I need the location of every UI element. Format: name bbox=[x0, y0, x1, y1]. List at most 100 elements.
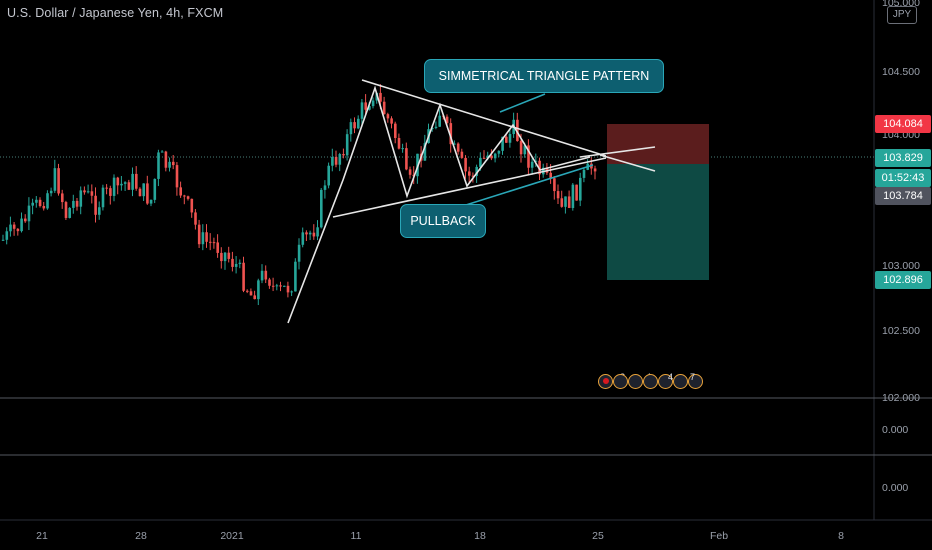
indicator-label: 0.000 bbox=[882, 424, 909, 436]
candle-body bbox=[456, 143, 460, 152]
candle-body bbox=[164, 151, 168, 168]
candle-body bbox=[142, 183, 145, 197]
triangle-drawing[interactable] bbox=[287, 79, 656, 324]
take-profit-zone[interactable] bbox=[607, 164, 709, 280]
candle-body bbox=[42, 205, 46, 209]
pullback-callout-pointer bbox=[449, 164, 594, 211]
candle-body bbox=[493, 153, 497, 159]
candle-body bbox=[72, 200, 75, 208]
candle-body bbox=[275, 285, 279, 287]
candle-body bbox=[127, 182, 131, 190]
candle-body bbox=[57, 168, 60, 194]
candle-body bbox=[519, 141, 523, 155]
candle-body bbox=[508, 134, 512, 143]
candle-body bbox=[530, 161, 534, 168]
candle-body bbox=[16, 228, 20, 232]
candle-body bbox=[301, 232, 305, 245]
candle-body bbox=[471, 175, 475, 177]
candle-body bbox=[501, 136, 504, 151]
time-label: 8 bbox=[838, 530, 844, 542]
candle-body bbox=[209, 241, 212, 243]
event-count: 7 bbox=[690, 372, 696, 382]
price-label: 104.500 bbox=[882, 66, 920, 78]
candle-body bbox=[475, 166, 478, 176]
candle-body bbox=[20, 218, 23, 232]
currency-label[interactable]: JPY bbox=[887, 6, 917, 24]
candle-body bbox=[116, 177, 120, 186]
candle-body bbox=[227, 252, 231, 259]
candle-body bbox=[423, 143, 427, 161]
candle-body bbox=[286, 285, 290, 293]
candle-body bbox=[386, 114, 390, 119]
candle-body bbox=[294, 261, 297, 292]
us-flag-icon[interactable] bbox=[643, 374, 658, 389]
candle-body bbox=[205, 232, 208, 242]
candle-body bbox=[338, 154, 342, 165]
candle-body bbox=[449, 123, 453, 145]
candle-body bbox=[342, 154, 345, 156]
candle-body bbox=[98, 207, 101, 215]
candle-body bbox=[190, 198, 194, 213]
candle-body bbox=[468, 171, 471, 176]
candle-body bbox=[201, 232, 205, 245]
candle-body bbox=[364, 102, 367, 110]
candle-body bbox=[464, 157, 467, 172]
candle-body bbox=[534, 160, 538, 162]
candle-body bbox=[560, 198, 564, 207]
candle-body bbox=[94, 195, 97, 215]
candle-body bbox=[579, 177, 582, 201]
us-flag-icon[interactable] bbox=[658, 374, 673, 389]
candle-body bbox=[186, 196, 190, 199]
candle-body bbox=[160, 151, 164, 153]
candle-body bbox=[438, 115, 441, 127]
candle-body bbox=[582, 169, 586, 178]
candle-body bbox=[279, 285, 282, 287]
candle-body bbox=[35, 199, 38, 203]
candle-body bbox=[538, 160, 541, 175]
indicator-label: 0.000 bbox=[882, 482, 909, 494]
candle-body bbox=[238, 262, 242, 264]
japan-flag-icon[interactable] bbox=[598, 374, 613, 389]
candle-body bbox=[38, 199, 42, 206]
candle-body bbox=[49, 190, 53, 194]
candle-body bbox=[290, 291, 293, 293]
candle-body bbox=[146, 183, 149, 204]
candle-body bbox=[397, 137, 401, 149]
candle-body bbox=[27, 205, 31, 222]
candle-body bbox=[172, 161, 175, 166]
breakout-line bbox=[579, 146, 656, 158]
triangle-pattern-callout[interactable]: SIMMETRICAL TRIANGLE PATTERN bbox=[424, 59, 664, 93]
time-label: Feb bbox=[709, 530, 729, 542]
entry-price-tag: 103.784 bbox=[875, 187, 931, 205]
us-flag-icon[interactable] bbox=[673, 374, 688, 389]
us-flag-icon[interactable] bbox=[688, 374, 703, 389]
candle-body bbox=[61, 193, 64, 203]
candle-body bbox=[460, 151, 464, 158]
candle-body bbox=[242, 262, 245, 291]
candle-body bbox=[357, 118, 360, 129]
candle-body bbox=[312, 232, 316, 237]
candle-body bbox=[112, 177, 116, 196]
symbol-title[interactable]: U.S. Dollar / Japanese Yen, 4h, FXCM bbox=[7, 6, 224, 20]
candle-body bbox=[197, 224, 201, 245]
triangle-callout-pointer bbox=[499, 93, 546, 113]
us-flag-icon[interactable] bbox=[628, 374, 643, 389]
candle-body bbox=[131, 173, 134, 190]
candle-body bbox=[257, 280, 260, 300]
candle-body bbox=[64, 202, 68, 218]
candle-body bbox=[5, 231, 9, 240]
candle-body bbox=[86, 191, 90, 193]
stop-loss-zone[interactable] bbox=[607, 124, 709, 164]
candle-body bbox=[490, 155, 493, 159]
candle-body bbox=[401, 148, 404, 150]
candle-body bbox=[345, 134, 349, 156]
stop-loss-price-tag: 104.084 bbox=[875, 115, 931, 133]
last-price-tag: 103.829 bbox=[875, 149, 931, 167]
candle-body bbox=[175, 165, 179, 188]
projection-line bbox=[599, 154, 656, 172]
pullback-callout[interactable]: PULLBACK bbox=[400, 204, 486, 238]
candle-body bbox=[505, 136, 508, 143]
event-count: 4 bbox=[668, 372, 674, 382]
us-flag-icon[interactable] bbox=[613, 374, 628, 389]
